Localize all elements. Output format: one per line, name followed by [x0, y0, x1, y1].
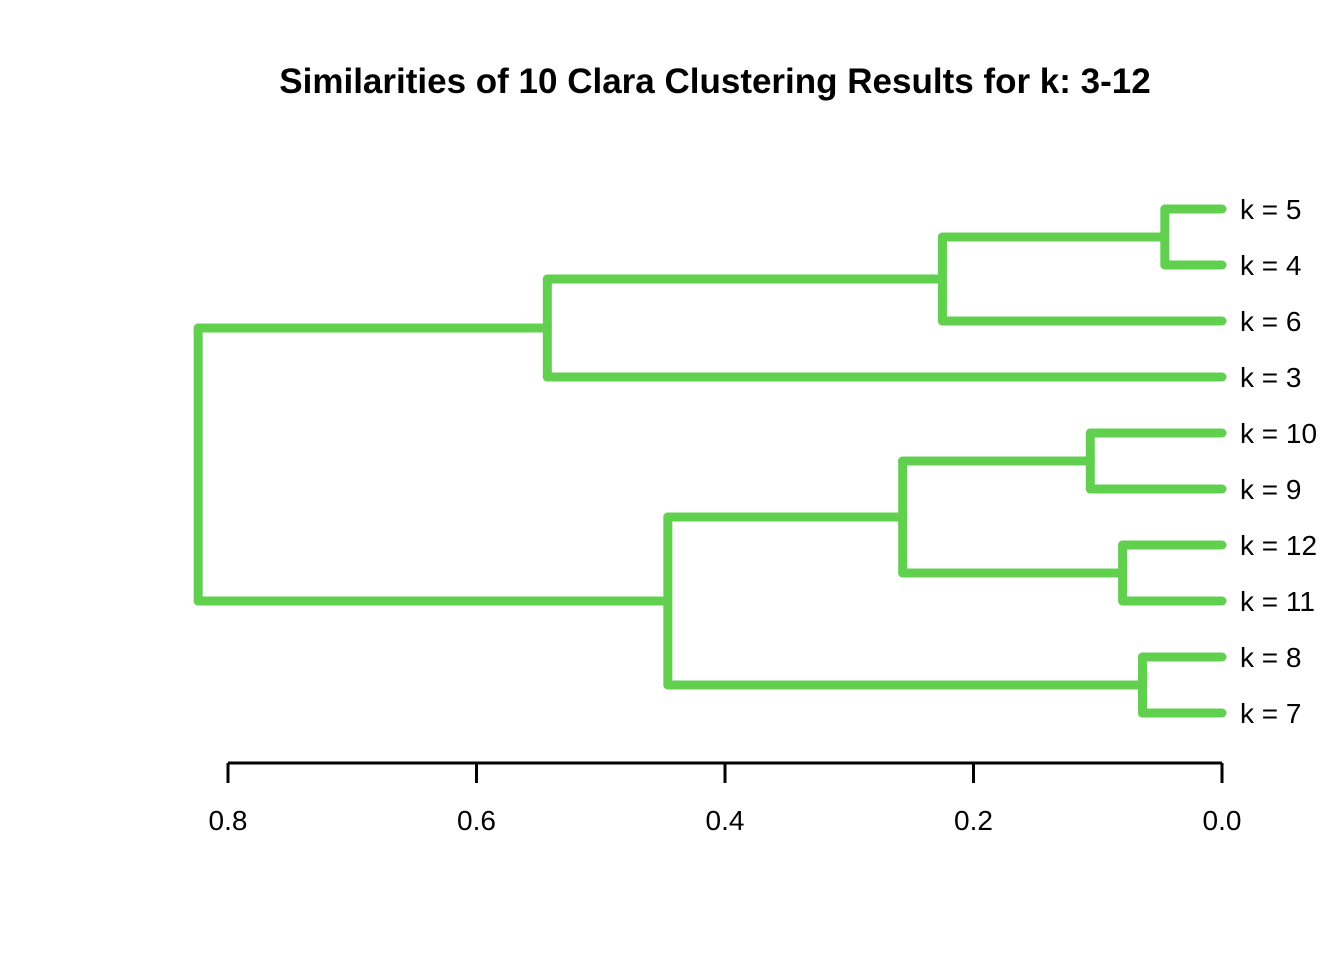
leaf-label: k = 5 [1240, 194, 1301, 225]
leaf-label: k = 12 [1240, 530, 1317, 561]
leaf-label: k = 9 [1240, 474, 1301, 505]
axis-tick-label: 0.2 [954, 805, 993, 836]
dendrogram-branches [193, 204, 1227, 718]
axis-tick-label: 0.6 [457, 805, 496, 836]
axis-tick-label: 0.0 [1203, 805, 1242, 836]
value-axis: 0.8 0.6 0.4 0.2 0.0 [209, 761, 1242, 836]
chart-title: Similarities of 10 Clara Clustering Resu… [279, 62, 1150, 101]
leaf-label: k = 4 [1240, 250, 1301, 281]
leaf-label: k = 6 [1240, 306, 1301, 337]
axis-tick-label: 0.4 [706, 805, 745, 836]
leaf-label: k = 8 [1240, 642, 1301, 673]
leaf-label: k = 7 [1240, 698, 1301, 729]
axis-tick-label: 0.8 [209, 805, 248, 836]
leaf-label: k = 11 [1240, 586, 1315, 617]
leaf-label: k = 3 [1240, 362, 1301, 393]
leaf-labels: k = 5 k = 4 k = 6 k = 3 k = 10 k = 9 k = 12 k =… [1240, 194, 1317, 729]
leaf-label: k = 10 [1240, 418, 1317, 449]
